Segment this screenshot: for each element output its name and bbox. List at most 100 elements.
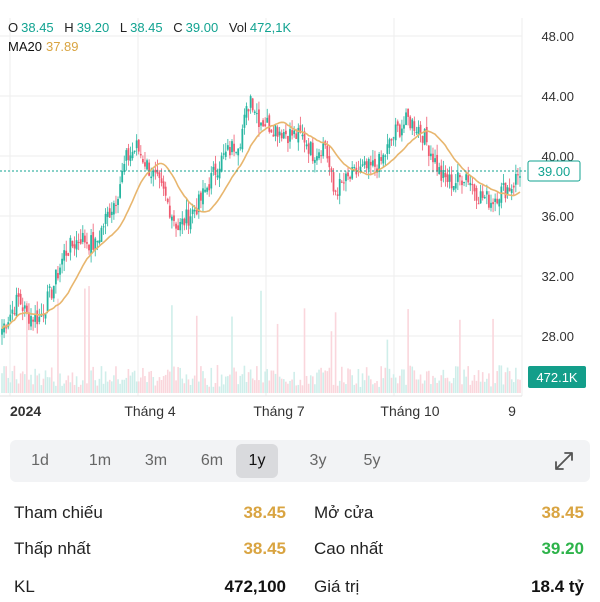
volume-bar [233,367,235,393]
volume-bar [512,382,515,393]
volume-bar [19,373,22,393]
volume-bar [419,374,422,393]
candle-body [386,144,389,154]
volume-bar [142,367,144,393]
candle-body [494,198,497,202]
candle-body [108,208,111,218]
volume-bar [135,381,138,393]
candle-body [361,164,364,166]
volume-bar [274,373,277,393]
candle-body [119,184,122,198]
volume-bar [276,323,279,393]
candle-body [251,98,254,111]
ma-readout: MA20 37.89 [8,39,79,54]
volume-bar [477,370,480,393]
candle-body [202,188,204,205]
volume-bar [320,367,322,393]
candle-body [214,163,217,175]
volume-bar [102,383,105,393]
volume-bar [77,386,80,393]
candle-body [307,143,310,154]
candle-body [92,232,95,250]
volume-bar [318,369,320,393]
volume-bar [3,366,5,393]
candle-body [276,127,279,137]
candle-body [392,137,395,139]
timeframe-1y[interactable]: 1y [236,444,278,478]
candle-body [249,96,252,108]
timeframe-5y[interactable]: 5y [363,452,381,469]
candle-body [446,174,449,183]
candle-body [299,125,302,133]
volume-bar [330,331,333,393]
timeframe-3m[interactable]: 3m [144,452,168,469]
ohlc-readout: O 38.45 H 39.20 L 38.45 C 39.00 Vol 472,1K [8,20,298,35]
volume-bar [156,380,159,393]
candle-body [434,158,436,163]
timeframe-1d[interactable]: 1d [31,452,49,469]
candle-body [212,166,215,170]
candle-body [318,152,320,159]
expand-icon[interactable] [552,449,576,473]
volume-bar [287,383,289,393]
volume-bar [285,381,287,393]
volume-bar [36,375,39,393]
candle-body [260,122,262,126]
candle-body [398,124,401,137]
timeframe-1m[interactable]: 1m [88,452,112,469]
candle-body [326,145,329,159]
volume-bar [67,375,70,393]
candle-body [481,191,484,198]
close-value: 39.00 [185,20,219,35]
volume-bar [115,366,117,393]
y-tick-label: 28.00 [541,329,574,344]
candle-body [69,237,72,253]
candle-body [313,159,316,163]
candle-body [137,139,140,152]
candle-body [270,129,273,133]
volume-bar [336,385,339,393]
stat-reference-value: 38.45 [243,503,286,522]
chart-canvas[interactable]: 48.00 44.00 40.00 36.00 32.00 28.00 39.00 472.1… [0,0,600,435]
volume-bar [293,371,295,393]
candle-body [417,126,420,136]
candle-body [262,120,264,127]
volume-bar [26,300,28,393]
volume-bar [396,383,399,393]
volume-bar [448,381,451,393]
volume-bar [430,384,432,393]
volume-bar [98,378,101,393]
candle-body [110,211,113,216]
volume-bar [106,381,109,393]
volume-bar [251,378,254,393]
candle-body [67,253,70,256]
volume-bar [179,367,181,393]
candle-body [46,291,49,312]
candle-body [419,124,422,133]
volume-bar [417,379,420,393]
volume-bar [399,375,401,393]
volume-bar [7,377,10,393]
candle-body [440,165,443,181]
ma20-line [1,121,521,330]
price-chart[interactable]: 48.00 44.00 40.00 36.00 32.00 28.00 39.00 472.1… [0,0,600,435]
candle-body [239,147,242,149]
candle-body [264,124,267,127]
candle-body [166,198,169,203]
volume-bar [75,376,78,393]
timeframe-3y[interactable]: 3y [309,452,327,469]
candle-body [191,209,194,215]
volume-bar [475,380,478,393]
volume-bar [23,374,26,393]
candle-body [504,182,507,199]
volume-bar [363,380,366,393]
current-volume-badge [528,366,586,388]
candle-body [396,121,399,126]
volume-bar [40,385,43,393]
candle-body [394,124,397,141]
volume-bar [212,386,215,393]
timeframe-6m[interactable]: 6m [200,452,224,469]
volume-bar [82,380,84,393]
candle-body [415,131,418,133]
candle-body [1,328,3,335]
